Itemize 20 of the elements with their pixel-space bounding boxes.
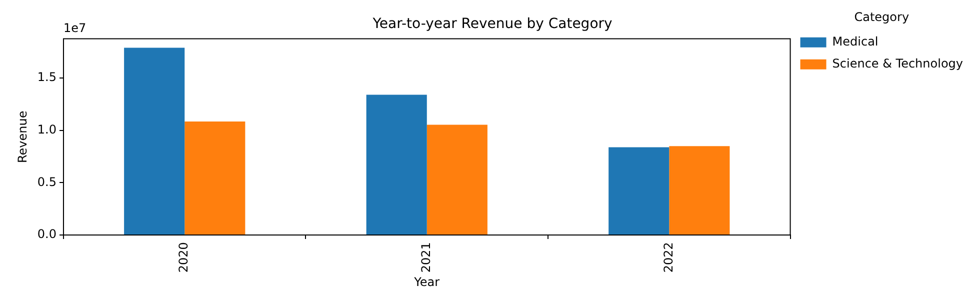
y-axis-title: Revenue <box>15 110 30 164</box>
y-tick-label: 0.5 <box>37 174 56 189</box>
y-tick-label: 0.0 <box>37 227 56 242</box>
bar <box>426 124 488 235</box>
y-tick-label: 1.5 <box>37 70 56 84</box>
x-tick-label: 2022 <box>661 242 676 273</box>
bar <box>366 94 427 235</box>
x-tick-label: 2020 <box>176 242 191 273</box>
x-tick-label: 2021 <box>419 242 434 273</box>
bar <box>184 122 246 235</box>
legend-label: Science & Technology <box>832 56 964 71</box>
legend-label: Medical <box>832 34 878 49</box>
text: 1e7 <box>63 20 86 35</box>
chart-title: Year-to-year Revenue by Category <box>372 16 612 32</box>
x-axis-title: Year <box>413 274 440 289</box>
bar <box>608 147 670 235</box>
legend-title: Category <box>854 10 910 24</box>
y-tick-label: 1.0 <box>37 122 56 136</box>
bar <box>124 48 185 235</box>
bar <box>669 146 730 235</box>
